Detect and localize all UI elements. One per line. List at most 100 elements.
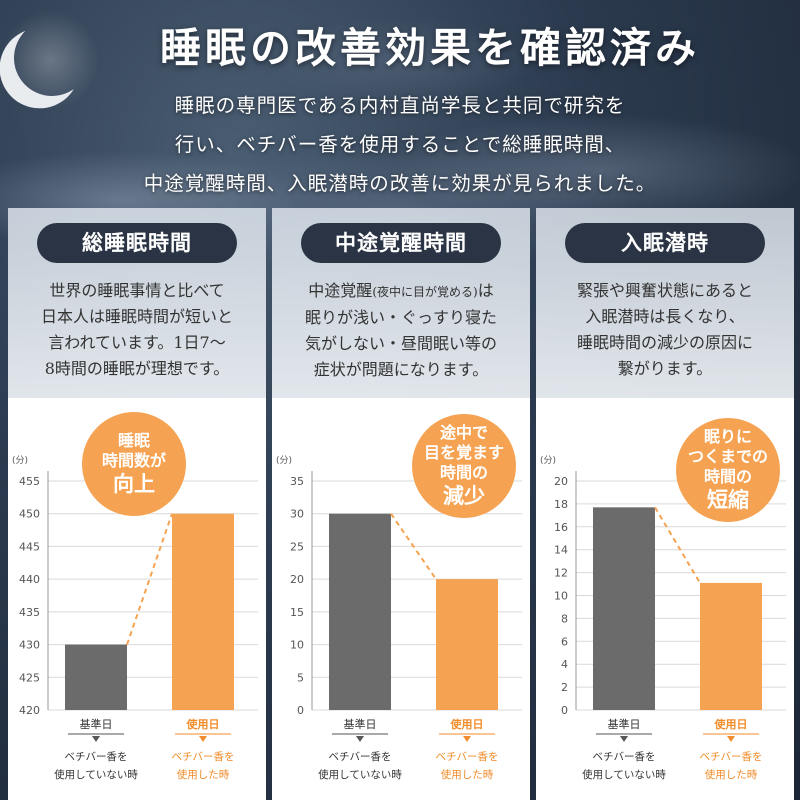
desc-fragment: 中途覚醒 — [308, 281, 373, 300]
category-pointer-icon — [92, 736, 100, 742]
badge-line: 短縮 — [707, 488, 749, 512]
desc-line: 世界の睡眠事情と比べて — [49, 281, 225, 300]
badge-line: 時間の — [439, 463, 488, 482]
y-tick-label: 0 — [297, 704, 304, 717]
y-tick-label: 455 — [19, 475, 40, 488]
chart-area: (分) 0 2 4 6 8 10 12 14 16 18 20 基準日 ベチバー香を 使用していない時 使用日… — [536, 398, 794, 800]
y-tick-label: 14 — [554, 544, 568, 557]
bar-baseline — [593, 507, 655, 710]
y-tick-label: 15 — [290, 606, 304, 619]
y-tick-label: 20 — [290, 573, 304, 586]
desc-line: 症状が問題になります。 — [313, 360, 489, 379]
category-subtitle: ベチバー香を — [172, 751, 235, 763]
category-subtitle: ベチバー香を — [436, 751, 499, 763]
panel-header: 中途覚醒時間 中途覚醒(夜中に目が覚める)は 眠りが浅い・ぐっすり寝た 気がしな… — [272, 208, 530, 398]
y-tick-label: 0 — [561, 704, 568, 717]
y-tick-label: 8 — [561, 612, 568, 625]
desc-line: 気がしない・昼間眠い等の — [304, 334, 497, 353]
y-tick-label: 18 — [554, 498, 568, 511]
y-tick-label: 2 — [561, 681, 568, 694]
trend-connector — [654, 506, 701, 584]
badge-line: 途中で — [439, 423, 488, 442]
y-axis-unit: (分) — [540, 455, 556, 466]
badge-line: 向上 — [113, 472, 155, 496]
desc-line: 繋がります。 — [617, 359, 713, 378]
y-tick-label: 425 — [19, 671, 40, 684]
category-pointer-icon — [727, 736, 735, 742]
chart-area: (分) 0 5 10 15 20 25 30 35 基準日 ベチバー香を 使用していない時 使用日 ベチバ… — [272, 398, 530, 800]
bar-baseline — [329, 513, 391, 710]
bar-baseline — [65, 644, 127, 710]
y-tick-label: 35 — [290, 475, 304, 488]
y-tick-label: 5 — [297, 671, 304, 684]
y-tick-label: 12 — [554, 567, 568, 580]
trend-connector — [390, 513, 437, 580]
category-subtitle: 使用した時 — [177, 768, 230, 781]
badge-line: 眠りに — [703, 427, 752, 446]
y-tick-label: 10 — [290, 639, 304, 652]
badge-line: 減少 — [443, 484, 485, 508]
panel-wake-time: 中途覚醒時間 中途覚醒(夜中に目が覚める)は 眠りが浅い・ぐっすり寝た 気がしな… — [272, 208, 530, 800]
y-tick-label: 6 — [561, 635, 568, 648]
result-badge: 睡眠 時間数が 向上 — [82, 412, 186, 516]
chart-area: (分) 420 425 430 435 440 445 450 455 基準日 ベチバー香を 使用して… — [8, 398, 266, 800]
badge-line: つくまでの — [687, 447, 768, 466]
category-subtitle: 使用した時 — [705, 768, 758, 781]
y-tick-label: 450 — [19, 508, 40, 521]
y-tick-label: 10 — [554, 590, 568, 603]
badge-line: 目を覚ます — [423, 443, 504, 462]
panel-description: 緊張や興奮状態にあると 入眠潜時は長くなり、 睡眠時間の減少の原因に 繋がります… — [544, 278, 786, 382]
category-subtitle: 使用していない時 — [582, 768, 666, 781]
y-axis-unit: (分) — [12, 455, 28, 466]
desc-fragment: (夜中に目が覚める) — [372, 285, 478, 299]
desc-fragment: は — [477, 281, 494, 300]
intro-line: 睡眠の専門医である内村直尚学長と共同で研究を — [174, 94, 626, 117]
bar-usage — [172, 513, 234, 710]
desc-line: 言われています。1日7～ — [48, 333, 226, 352]
intro-text: 睡眠の専門医である内村直尚学長と共同で研究を 行い、ベチバー香を使用することで総… — [40, 86, 760, 203]
bar-usage — [700, 582, 762, 710]
category-subtitle: 使用した時 — [441, 768, 494, 781]
panel-description: 中途覚醒(夜中に目が覚める)は 眠りが浅い・ぐっすり寝た 気がしない・昼間眠い等… — [280, 278, 522, 383]
desc-line: 入眠潜時は長くなり、 — [585, 307, 745, 326]
category-subtitle: ベチバー香を — [593, 751, 656, 763]
category-subtitle: ベチバー香を — [329, 751, 392, 763]
x-category-label: 基準日 — [608, 717, 641, 731]
category-subtitle: 使用していない時 — [318, 768, 402, 781]
category-subtitle: ベチバー香を — [700, 751, 763, 763]
y-tick-label: 20 — [554, 475, 568, 488]
desc-line: 睡眠時間の減少の原因に — [576, 333, 753, 352]
desc-line: 8時間の睡眠が理想です。 — [44, 359, 230, 378]
panel-total-sleep: 総睡眠時間 世界の睡眠事情と比べて 日本人は睡眠時間が短いと 言われています。1… — [8, 208, 266, 800]
category-pointer-icon — [620, 736, 628, 742]
panel-header: 入眠潜時 緊張や興奮状態にあると 入眠潜時は長くなり、 睡眠時間の減少の原因に … — [536, 208, 794, 398]
moon-glow — [0, 10, 100, 110]
category-pointer-icon — [463, 736, 471, 742]
x-category-label: 使用日 — [186, 717, 220, 731]
desc-line: 緊張や興奮状態にあると — [576, 281, 753, 300]
panel-description: 世界の睡眠事情と比べて 日本人は睡眠時間が短いと 言われています。1日7～ 8時… — [16, 278, 258, 382]
y-tick-label: 435 — [19, 606, 40, 619]
desc-line: 眠りが浅い・ぐっすり寝た — [304, 308, 497, 327]
panel-title: 入眠潜時 — [565, 223, 765, 263]
badge-line: 時間数が — [101, 451, 166, 470]
category-subtitle: 使用していない時 — [54, 768, 138, 781]
desc-line: 中途覚醒(夜中に目が覚める)は — [280, 278, 522, 305]
y-axis-unit: (分) — [276, 455, 292, 466]
intro-line: 中途覚醒時間、入眠潜時の改善に効果が見られました。 — [143, 172, 657, 195]
intro-line: 行い、ベチバー香を使用することで総睡眠時間、 — [174, 133, 626, 156]
result-badge: 眠りに つくまでの 時間の 短縮 — [676, 418, 780, 522]
y-tick-label: 30 — [290, 508, 304, 521]
bar-usage — [436, 579, 498, 710]
y-tick-label: 445 — [19, 540, 40, 553]
category-pointer-icon — [356, 736, 364, 742]
panel-title: 中途覚醒時間 — [301, 223, 501, 263]
x-category-label: 使用日 — [450, 717, 484, 731]
y-tick-label: 16 — [554, 521, 568, 534]
badge-line: 時間の — [703, 467, 752, 486]
y-tick-label: 430 — [19, 639, 40, 652]
category-pointer-icon — [199, 736, 207, 742]
y-tick-label: 25 — [290, 540, 304, 553]
